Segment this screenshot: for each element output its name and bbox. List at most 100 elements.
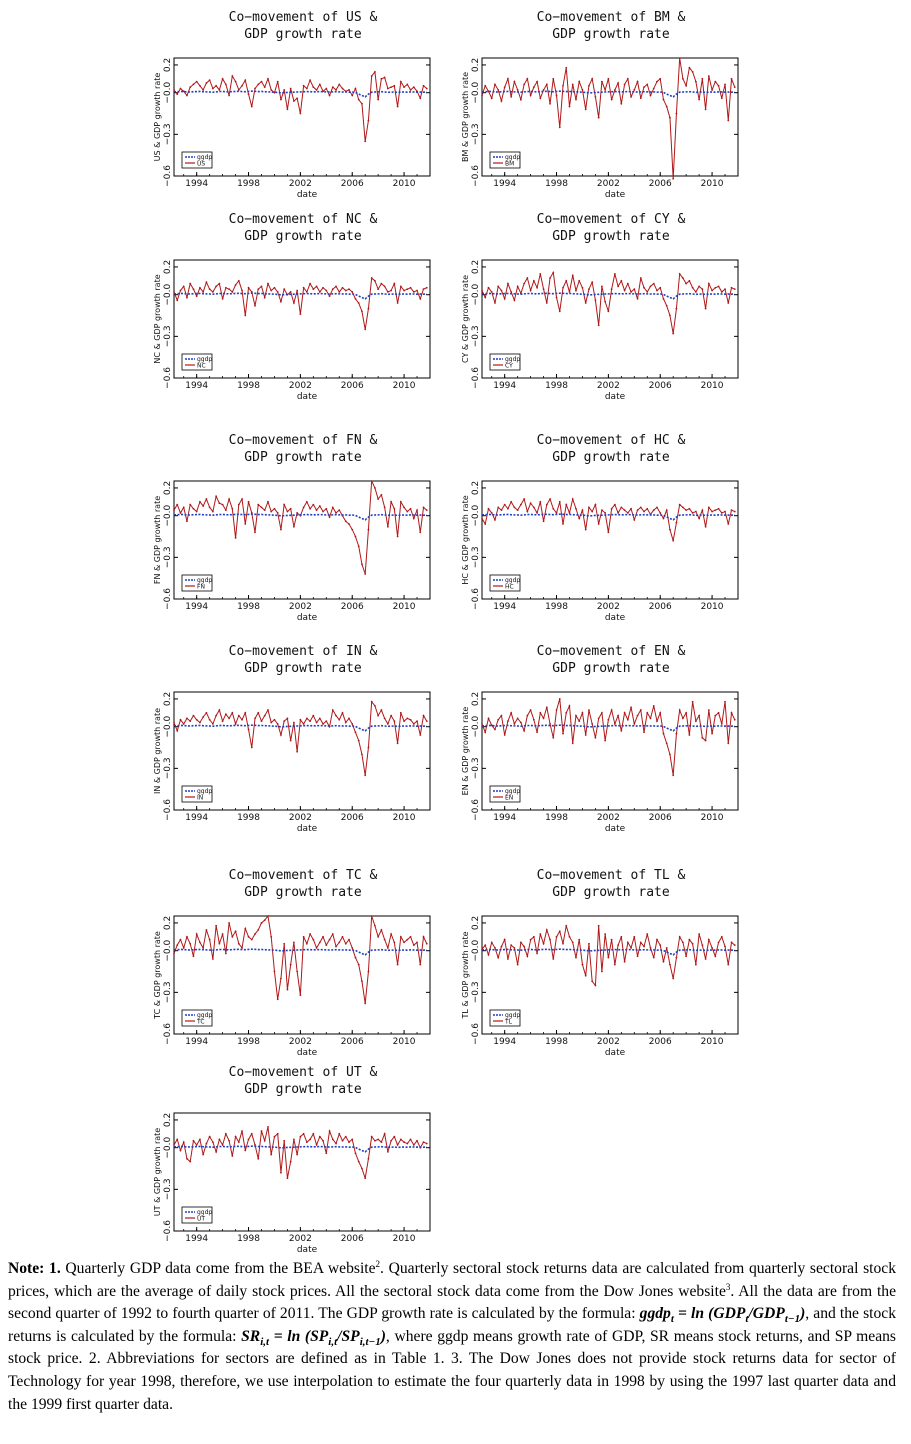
series-nc-point bbox=[228, 288, 230, 291]
series-fn-point bbox=[218, 502, 221, 505]
series-bm-point bbox=[623, 83, 626, 86]
x-tick-label: 2006 bbox=[341, 813, 364, 823]
series-in-point bbox=[211, 723, 214, 725]
series-ut-point bbox=[309, 1138, 312, 1141]
series-in-point bbox=[302, 723, 305, 725]
series-nc-point bbox=[215, 285, 218, 288]
series-cy-line bbox=[481, 270, 735, 334]
plot-frame bbox=[481, 57, 739, 177]
series-nc-point bbox=[328, 295, 331, 297]
series-ut-point bbox=[215, 1150, 218, 1153]
series-bm-point bbox=[701, 77, 704, 80]
series-ut-point bbox=[221, 1144, 224, 1146]
x-tick-label: 2006 bbox=[341, 1234, 364, 1244]
series-fn-point bbox=[228, 498, 230, 500]
series-tc-point bbox=[224, 952, 227, 955]
series-bm-point bbox=[694, 80, 697, 83]
series-bm-point bbox=[523, 83, 526, 86]
series-us-point bbox=[237, 89, 240, 91]
series-bm-point bbox=[562, 84, 564, 87]
series-bm-point bbox=[494, 83, 496, 86]
y-tick-label: −0.0 bbox=[471, 940, 481, 962]
series-tl-point bbox=[565, 924, 568, 927]
series-tl-point bbox=[646, 933, 649, 935]
series-us-point bbox=[250, 105, 253, 108]
series-cy-point bbox=[549, 277, 551, 279]
series-hc-point bbox=[646, 507, 649, 510]
series-bm-point bbox=[575, 98, 577, 101]
series-tl-point bbox=[682, 941, 684, 944]
series-nc-point bbox=[312, 288, 315, 291]
x-tick-label: 2010 bbox=[393, 179, 416, 189]
series-bm-point bbox=[669, 116, 671, 119]
series-nc-point bbox=[390, 289, 393, 292]
series-hc-point bbox=[704, 525, 707, 528]
series-nc-point bbox=[325, 289, 328, 292]
plot-frame bbox=[173, 259, 431, 379]
series-ut-point bbox=[416, 1139, 418, 1142]
series-us-point bbox=[331, 86, 334, 89]
legend-box bbox=[489, 1009, 521, 1027]
y-tick-label: −0.6 bbox=[163, 588, 173, 610]
plot-frame bbox=[173, 1112, 431, 1232]
series-hc-point bbox=[529, 502, 532, 505]
series-tl-point bbox=[707, 938, 710, 941]
y-axis-label: TC & GDP growth rate bbox=[153, 931, 162, 1020]
series-hc-point bbox=[617, 512, 620, 514]
series-tl-point bbox=[610, 938, 613, 941]
series-bm-point bbox=[649, 94, 652, 97]
series-hc-line bbox=[481, 497, 735, 541]
series-cy-point bbox=[526, 277, 529, 279]
series-en-point bbox=[523, 729, 526, 732]
series-in-point bbox=[403, 720, 405, 723]
series-ut-point bbox=[189, 1160, 192, 1163]
series-en-point bbox=[610, 709, 613, 711]
series-in-point bbox=[186, 717, 188, 720]
y-tick-label: −0.3 bbox=[163, 546, 173, 568]
series-en-point bbox=[626, 718, 629, 721]
series-nc-point bbox=[348, 288, 350, 291]
series-cy-point bbox=[529, 289, 532, 292]
series-us-point bbox=[254, 87, 256, 90]
series-hc-point bbox=[682, 506, 684, 509]
series-bm-point bbox=[656, 80, 658, 83]
series-tc-point bbox=[176, 944, 179, 947]
series-bm-point bbox=[730, 77, 733, 80]
series-nc-line bbox=[173, 277, 427, 330]
series-nc-point bbox=[305, 291, 308, 293]
series-us-point bbox=[260, 80, 263, 83]
series-nc-point bbox=[309, 282, 312, 285]
y-tick-label: 0.2 bbox=[471, 916, 481, 930]
legend-ggdp-label: ggdp bbox=[197, 1012, 212, 1019]
series-en-point bbox=[545, 706, 548, 709]
series-cy-point bbox=[497, 285, 500, 288]
series-hc-point bbox=[691, 512, 694, 514]
plot-frame bbox=[481, 480, 739, 600]
series-cy-point bbox=[656, 289, 658, 292]
series-in-point bbox=[182, 723, 185, 725]
series-tc-point bbox=[195, 933, 198, 935]
series-en-point bbox=[675, 732, 678, 735]
series-cy-point bbox=[711, 289, 713, 292]
series-nc-point bbox=[315, 285, 318, 288]
series-nc-point bbox=[221, 297, 224, 300]
series-ut-point bbox=[302, 1132, 305, 1135]
series-ut-point bbox=[234, 1135, 237, 1138]
series-us-point bbox=[276, 80, 279, 83]
note-text-5: , where ggdp means growth rate of GDP, S… bbox=[8, 1327, 896, 1413]
y-axis-label: TL & GDP growth rate bbox=[461, 931, 470, 1019]
y-tick-label: 0.2 bbox=[163, 260, 173, 274]
series-en-point bbox=[720, 723, 723, 725]
y-axis-label: EN & GDP growth rate bbox=[461, 707, 470, 796]
series-cy-point bbox=[698, 285, 701, 288]
series-ut-point bbox=[377, 1138, 380, 1141]
series-in-point bbox=[425, 720, 428, 723]
series-ut-point bbox=[241, 1130, 243, 1132]
series-ut-point bbox=[208, 1135, 211, 1138]
legend-sector-label: BM bbox=[505, 161, 514, 168]
series-in-point bbox=[331, 709, 334, 711]
series-cy-point bbox=[513, 299, 516, 302]
series-tl-point bbox=[513, 947, 516, 949]
y-tick-label: 0.2 bbox=[163, 916, 173, 930]
series-us-point bbox=[374, 70, 376, 73]
